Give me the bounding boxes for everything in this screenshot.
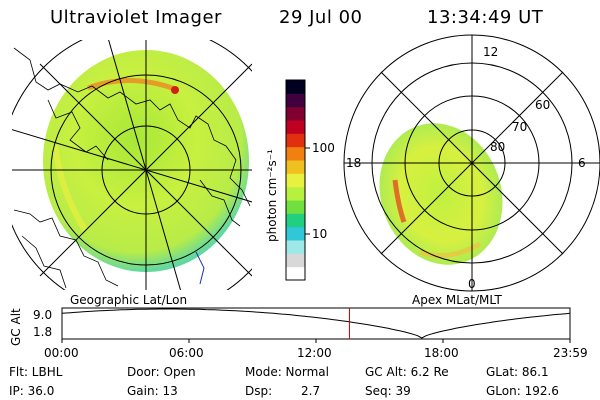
altitude-curve	[61, 308, 571, 339]
color-bar-segment	[286, 80, 305, 94]
geographic-image	[12, 40, 252, 290]
color-bar-segment	[286, 186, 305, 201]
color-bar	[286, 80, 305, 281]
left-map-caption: Geographic Lat/Lon	[70, 293, 188, 307]
time-label: 13:34:49 UT	[427, 7, 544, 28]
x-tick-1800: 18:00	[424, 346, 459, 360]
altitude-tick-1-8: 1.8	[33, 325, 53, 339]
mlat-label-80: 80	[490, 140, 506, 154]
info-filter: Flt: LBHL	[9, 365, 63, 379]
info-ip: IP: 36.0	[9, 384, 55, 398]
colorbar-tick-10: 10	[312, 227, 328, 241]
mlt-label-12: 12	[483, 45, 499, 59]
right-aurora-hotspot	[392, 179, 407, 223]
info-seq: Seq: 39	[365, 384, 411, 398]
color-bar-segment	[286, 173, 305, 188]
mlt-label-0: 0	[468, 277, 476, 291]
color-bar-segment	[286, 213, 305, 228]
color-bar-segment	[286, 253, 305, 268]
date-label: 29 Jul 00	[279, 7, 363, 28]
x-tick-1200: 12:00	[297, 346, 332, 360]
instrument-title: Ultraviolet Imager	[50, 7, 222, 28]
color-bar-segment	[286, 266, 305, 281]
x-tick-0600: 06:00	[169, 346, 204, 360]
color-bar-segment	[286, 93, 305, 108]
altitude-tick-9: 9.0	[33, 308, 53, 322]
magnetic-image	[343, 34, 600, 292]
x-tick-0000: 00:00	[44, 346, 79, 360]
info-glon: GLon: 192.6	[486, 384, 559, 398]
info-gain: Gain: 13	[127, 384, 178, 398]
right-map-caption: Apex MLat/MLT	[412, 293, 502, 307]
mlt-label-6: 6	[578, 156, 586, 170]
color-bar-frame	[285, 79, 306, 281]
altitude-plot-frame	[61, 307, 571, 340]
mlat-label-70: 70	[512, 120, 528, 134]
color-bar-segment	[286, 240, 305, 254]
info-mode: Mode: Normal	[245, 365, 329, 379]
color-bar-segment	[286, 226, 305, 241]
colorbar-tick-100: 100	[312, 141, 335, 155]
color-bar-segment	[286, 120, 305, 134]
color-bar-segment	[286, 200, 305, 214]
mlat-label-60: 60	[535, 98, 551, 112]
color-bar-segment	[286, 146, 305, 161]
coastline-north	[13, 47, 251, 207]
mlt-label-18: 18	[346, 156, 362, 170]
info-gc-alt: GC Alt: 6.2 Re	[365, 365, 449, 379]
altitude-y-label: GC Alt	[9, 308, 23, 346]
color-bar-segment	[286, 160, 305, 174]
info-dsp-label: Dsp:	[245, 384, 273, 398]
info-glat: GLat: 86.1	[486, 365, 549, 379]
coastline-south	[13, 209, 119, 287]
x-tick-2359: 23:59	[553, 346, 588, 360]
color-bar-segment	[286, 133, 305, 148]
info-dsp-value: 2.7	[301, 384, 321, 398]
info-door: Door: Open	[127, 365, 196, 379]
left-hotspot	[171, 86, 179, 94]
color-bar-segment	[286, 106, 305, 121]
left-aurora-arc	[87, 78, 179, 93]
